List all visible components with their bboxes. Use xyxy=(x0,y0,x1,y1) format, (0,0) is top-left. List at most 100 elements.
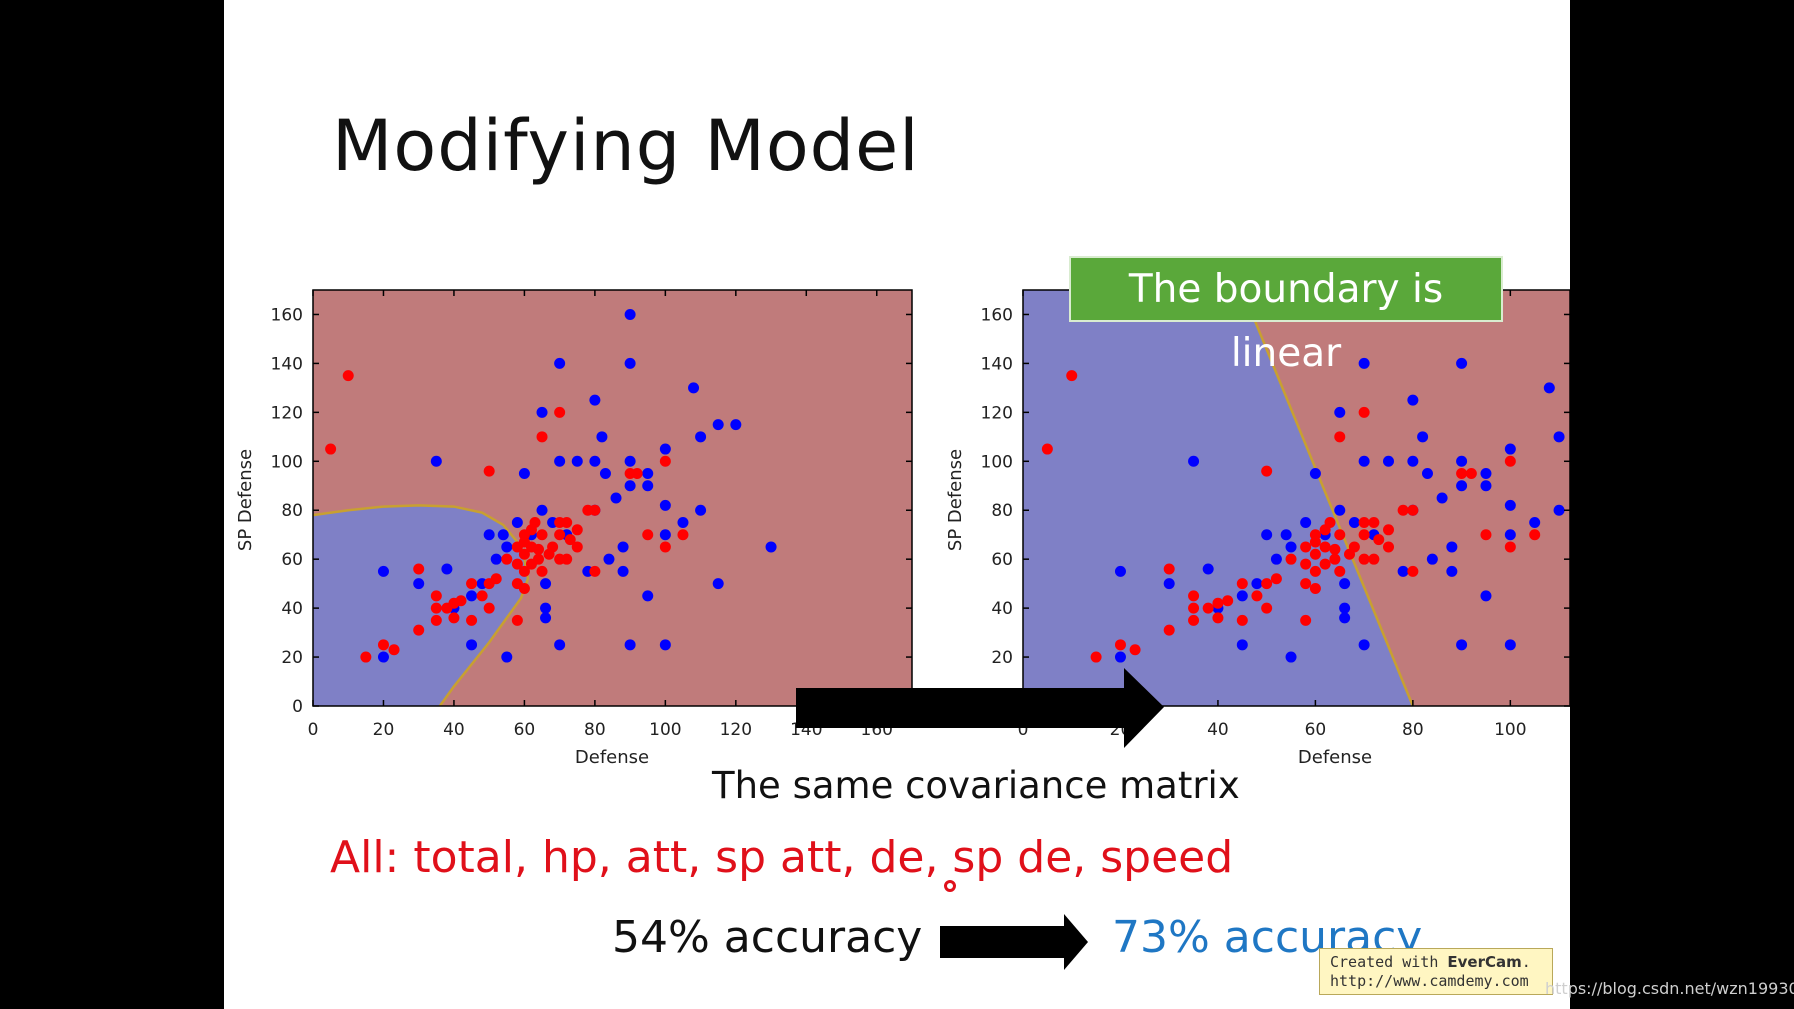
red-point xyxy=(413,563,425,575)
red-point xyxy=(1358,516,1370,528)
plot-2: 020406080100120140160020406080100Defense… xyxy=(945,289,1570,768)
blue-point xyxy=(1202,563,1214,575)
red-point xyxy=(1329,553,1341,565)
overlay-url: http://www.camdemy.com xyxy=(1330,972,1529,990)
red-point xyxy=(533,543,545,555)
red-point xyxy=(571,524,583,536)
red-point xyxy=(1480,529,1492,541)
y-tick-label: 140 xyxy=(981,354,1013,374)
y-tick-label: 100 xyxy=(981,452,1013,472)
blue-point xyxy=(1504,639,1516,651)
covariance-caption: The same covariance matrix xyxy=(712,764,1240,807)
blue-point xyxy=(1407,455,1419,467)
red-point xyxy=(533,553,545,565)
red-point xyxy=(1383,541,1394,553)
x-axis-label: Defense xyxy=(1298,747,1372,768)
red-point xyxy=(1285,553,1297,565)
red-point xyxy=(1529,529,1541,541)
red-point xyxy=(518,583,530,595)
y-tick-label: 60 xyxy=(991,550,1013,570)
red-point xyxy=(325,443,337,455)
y-tick-label: 40 xyxy=(281,599,303,619)
accuracy-before: 54% accuracy xyxy=(612,912,923,963)
red-point xyxy=(659,541,671,553)
red-point xyxy=(564,534,576,546)
x-tick-label: 80 xyxy=(584,720,606,740)
csdn-watermark: https://blog.csdn.net/wzn19930319 xyxy=(1545,979,1794,998)
blue-point xyxy=(1504,443,1516,455)
red-point xyxy=(448,612,460,624)
red-point xyxy=(1329,543,1341,555)
blue-point xyxy=(1285,541,1297,553)
y-tick-label: 80 xyxy=(281,501,303,521)
red-point xyxy=(1129,644,1141,656)
blue-point xyxy=(1358,455,1370,467)
blue-point xyxy=(1339,602,1351,614)
blue-point xyxy=(765,541,777,553)
red-point xyxy=(561,516,573,528)
y-axis-label: SP Defense xyxy=(235,449,256,551)
y-tick-label: 160 xyxy=(271,305,303,325)
plot-area xyxy=(313,290,912,706)
x-tick-label: 100 xyxy=(649,720,681,740)
red-point xyxy=(1383,524,1394,536)
red-point xyxy=(659,455,671,467)
red-point xyxy=(677,529,689,541)
blue-point xyxy=(624,308,636,320)
red-point xyxy=(1114,639,1126,651)
transition-arrow xyxy=(796,668,1164,748)
blue-point xyxy=(695,504,707,516)
blue-point xyxy=(413,578,425,590)
blue-point xyxy=(1456,357,1468,369)
blue-point xyxy=(642,590,654,602)
y-axis-label: SP Defense xyxy=(945,449,966,551)
plot-frame xyxy=(312,289,913,707)
x-tick-label: 120 xyxy=(720,720,752,740)
blue-point xyxy=(617,541,629,553)
red-point xyxy=(1212,612,1224,624)
blue-point xyxy=(1504,499,1516,511)
blue-point xyxy=(430,455,442,467)
red-point xyxy=(1261,578,1273,590)
blue-point xyxy=(1339,578,1351,590)
red-point xyxy=(476,590,488,602)
blue-point xyxy=(617,565,629,577)
blue-point xyxy=(1236,590,1248,602)
blue-point xyxy=(377,565,389,577)
blue-point xyxy=(695,431,707,443)
blue-point xyxy=(659,499,671,511)
blue-point xyxy=(1334,406,1346,418)
blue-point xyxy=(1348,516,1360,528)
x-tick-label: 40 xyxy=(443,720,465,740)
blue-point xyxy=(466,590,478,602)
x-tick-label: 0 xyxy=(1018,720,1029,740)
blue-point xyxy=(483,529,495,541)
y-tick-label: 120 xyxy=(271,403,303,423)
evercam-overlay: Created with EverCam. http://www.camdemy… xyxy=(1319,948,1553,995)
blue-point xyxy=(1236,639,1248,651)
red-point xyxy=(1236,578,1248,590)
red-point xyxy=(1309,583,1321,595)
red-point xyxy=(483,602,495,614)
red-point xyxy=(1373,534,1385,546)
blue-point xyxy=(1270,553,1282,565)
red-point xyxy=(1465,468,1477,480)
y-tick-label: 40 xyxy=(991,599,1013,619)
red-point xyxy=(1348,541,1360,553)
blue-point xyxy=(1480,468,1492,480)
red-point xyxy=(631,468,643,480)
red-point xyxy=(1456,468,1468,480)
blue-point xyxy=(1553,504,1565,516)
red-point xyxy=(1334,431,1346,443)
blue-point xyxy=(554,639,566,651)
red-point xyxy=(536,431,548,443)
red-point xyxy=(1358,553,1370,565)
red-point xyxy=(1163,563,1175,575)
y-tick-label: 20 xyxy=(281,648,303,668)
blue-point xyxy=(1309,468,1321,480)
blue-point xyxy=(624,480,636,492)
blue-point xyxy=(1553,431,1565,443)
red-point xyxy=(1300,578,1312,590)
x-axis-label: Defense xyxy=(575,747,649,768)
blue-region xyxy=(1023,290,1413,706)
